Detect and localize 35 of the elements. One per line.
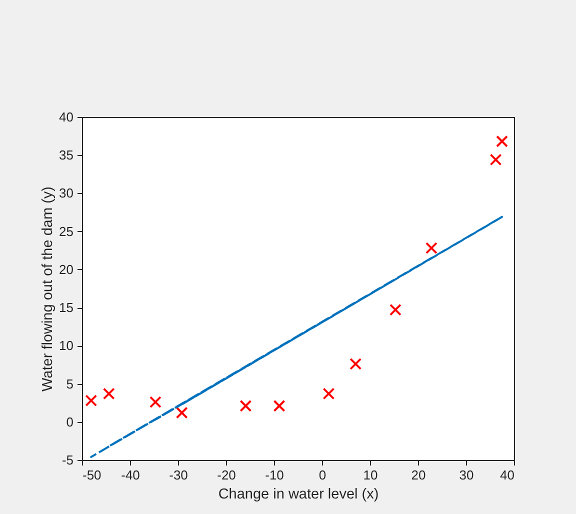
x-tick-label: 30 bbox=[459, 468, 474, 482]
point bbox=[389, 304, 402, 316]
x-tick-label: -10 bbox=[265, 468, 284, 482]
point bbox=[273, 400, 286, 412]
point bbox=[496, 135, 508, 148]
x-tick-label: 10 bbox=[363, 468, 378, 482]
x-tick-label: 20 bbox=[411, 468, 426, 482]
point bbox=[490, 154, 502, 166]
x-tick-label: 0 bbox=[318, 468, 326, 482]
x-tick-label: -30 bbox=[169, 468, 188, 482]
y-axis-title: Water flowing out of the dam (y) bbox=[40, 186, 56, 392]
x-tick-label: -40 bbox=[121, 468, 140, 482]
x-tick-label: -20 bbox=[217, 468, 236, 482]
x-tick-label: -50 bbox=[82, 468, 102, 482]
y-tick-label: 30 bbox=[59, 186, 74, 201]
point bbox=[102, 388, 115, 400]
y-tick-label: 35 bbox=[59, 148, 74, 163]
x-tick-label: 40 bbox=[500, 468, 514, 482]
point bbox=[322, 388, 335, 400]
point bbox=[425, 242, 438, 254]
point bbox=[350, 358, 362, 370]
y-tick-label: 10 bbox=[59, 338, 74, 354]
x-axis-title: Change in water level (x) bbox=[218, 486, 379, 502]
y-tick-label: 25 bbox=[59, 224, 74, 239]
line-series bbox=[90, 216, 503, 458]
y-tick-label: 20 bbox=[59, 262, 74, 277]
y-tick-label: 40 bbox=[59, 110, 74, 124]
y-tick-label: 5 bbox=[66, 376, 74, 392]
point bbox=[176, 406, 188, 419]
y-tick-label: -5 bbox=[62, 452, 74, 468]
point bbox=[240, 400, 252, 412]
point bbox=[149, 396, 162, 408]
y-tick-label: 0 bbox=[66, 414, 74, 430]
point bbox=[85, 394, 98, 407]
y-tick-label: 15 bbox=[59, 300, 74, 316]
